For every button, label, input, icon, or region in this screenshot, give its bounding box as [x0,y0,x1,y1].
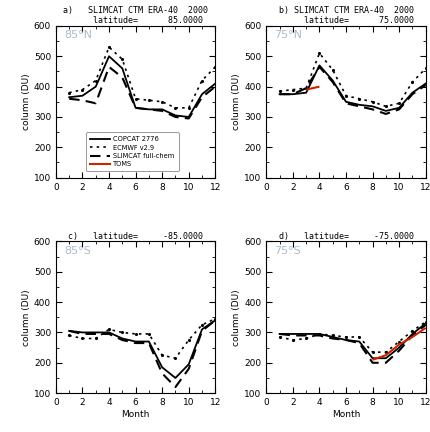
Text: 85°S: 85°S [64,246,91,256]
Title: d)   latitude=     -75.0000: d) latitude= -75.0000 [279,232,414,241]
Text: 85°N: 85°N [64,31,92,41]
Legend: COPCAT 2776, ECMWF v2.9, SLIMCAT full-chem, TOMS: COPCAT 2776, ECMWF v2.9, SLIMCAT full-ch… [86,132,179,171]
Y-axis label: column (DU): column (DU) [232,73,241,130]
Text: 75°N: 75°N [274,31,302,41]
Text: 75°S: 75°S [274,246,301,256]
X-axis label: Month: Month [332,410,360,419]
X-axis label: Month: Month [121,410,150,419]
Y-axis label: column (DU): column (DU) [232,289,241,346]
Title: c)   latitude=     -85.0000: c) latitude= -85.0000 [68,232,203,241]
Title: a)   SLIMCAT CTM ERA-40  2000
     latitude=      85.0000: a) SLIMCAT CTM ERA-40 2000 latitude= 85.… [63,6,208,25]
Y-axis label: column (DU): column (DU) [22,289,31,346]
Title: b) SLIMCAT CTM ERA-40  2000
     latitude=      75.0000: b) SLIMCAT CTM ERA-40 2000 latitude= 75.… [279,6,414,25]
Y-axis label: column (DU): column (DU) [22,73,31,130]
